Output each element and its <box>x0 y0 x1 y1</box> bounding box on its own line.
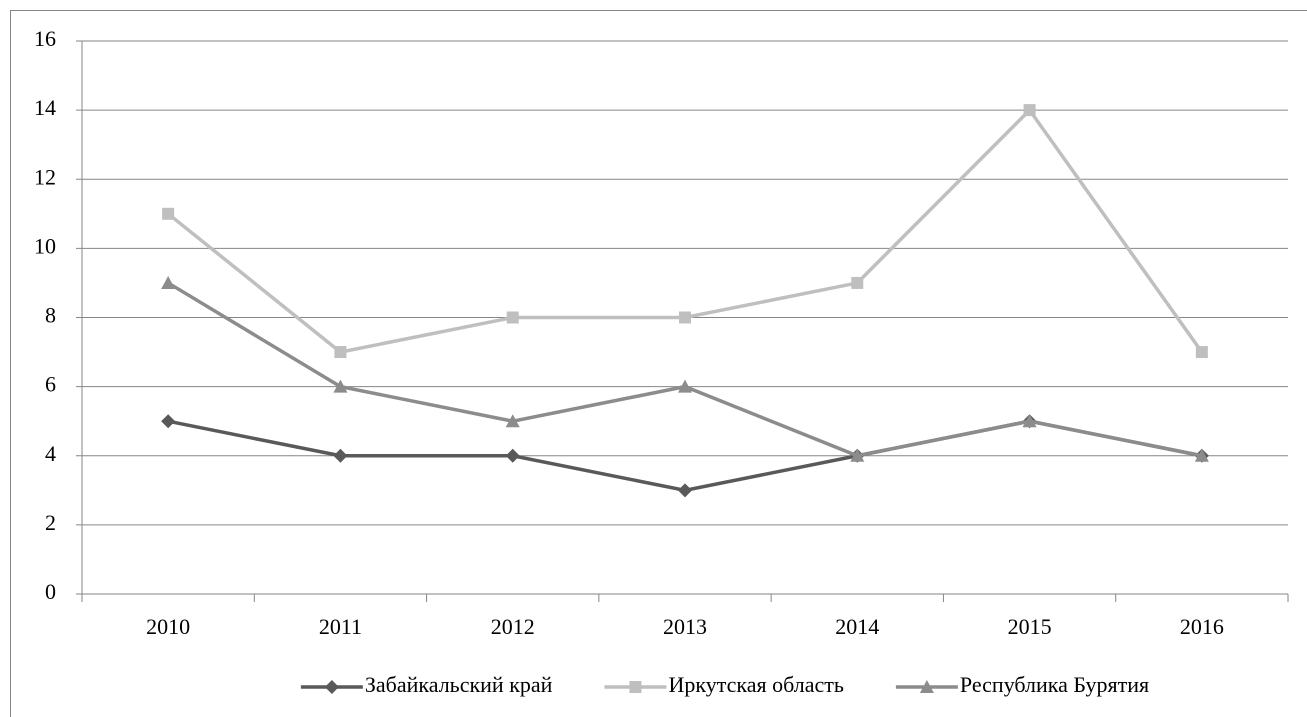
legend-item: Забайкальский край <box>300 672 553 697</box>
marker <box>678 379 692 393</box>
legend-marker <box>629 681 642 693</box>
legend-label: Забайкальский край <box>365 672 553 697</box>
y-tick-label: 12 <box>34 164 56 189</box>
legend-label: Республика Бурятия <box>960 672 1149 697</box>
marker <box>161 275 176 289</box>
y-tick-label: 2 <box>45 510 56 535</box>
x-tick-label: 2010 <box>146 614 190 639</box>
marker <box>334 346 347 359</box>
chart-border <box>10 10 1307 717</box>
marker <box>162 207 175 220</box>
x-tick-label: 2014 <box>835 614 879 639</box>
x-tick-label: 2013 <box>663 614 707 639</box>
marker <box>333 448 348 463</box>
y-tick-label: 8 <box>45 303 56 328</box>
marker <box>851 276 864 289</box>
y-tick-label: 16 <box>34 26 56 51</box>
marker <box>333 379 348 393</box>
marker <box>1195 346 1208 359</box>
y-tick-label: 10 <box>34 233 56 258</box>
series-line <box>167 281 1203 458</box>
marker <box>505 448 520 463</box>
marker <box>1022 414 1037 428</box>
x-tick-label: 2011 <box>319 614 362 639</box>
x-tick-label: 2016 <box>1180 614 1224 639</box>
marker <box>1023 104 1036 117</box>
legend-marker <box>919 680 934 693</box>
y-tick-label: 0 <box>45 579 56 604</box>
legend-marker <box>324 680 339 694</box>
legend-label: Иркутская область <box>668 672 843 697</box>
marker <box>506 311 519 324</box>
legend-item: Республика Бурятия <box>895 672 1149 697</box>
y-tick-label: 4 <box>45 441 56 466</box>
marker <box>679 311 691 324</box>
marker <box>505 414 520 428</box>
marker <box>1194 448 1209 462</box>
y-tick-label: 6 <box>45 372 56 397</box>
legend-item: Иркутская область <box>604 672 844 697</box>
marker <box>678 483 692 498</box>
marker <box>161 414 176 429</box>
x-tick-label: 2012 <box>491 614 535 639</box>
marker <box>850 448 865 462</box>
y-tick-label: 14 <box>34 95 56 120</box>
x-tick-label: 2015 <box>1008 614 1052 639</box>
